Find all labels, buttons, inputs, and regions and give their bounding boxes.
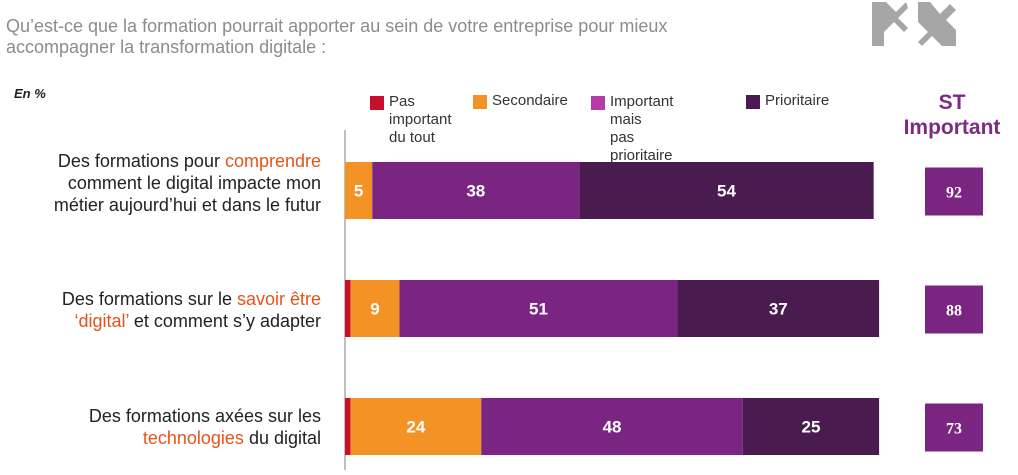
bar-secondaire-row-1 bbox=[345, 162, 373, 219]
st-important-value-row-3: 73 bbox=[946, 421, 962, 438]
data-label-prioritaire-row-1: 54 bbox=[717, 182, 736, 201]
data-label-important-row-1: 38 bbox=[466, 182, 485, 201]
category-label-line: Des formations pour comprendre bbox=[54, 150, 321, 172]
label-text: du digital bbox=[243, 428, 321, 448]
st-important-header: ST Important bbox=[880, 90, 1018, 140]
category-label-line: ‘digital’ et comment s’y adapter bbox=[62, 310, 321, 332]
label-text: et comment s’y adapter bbox=[128, 311, 321, 331]
label-text: Des formations axées sur les bbox=[88, 406, 321, 426]
st-important-box-row-3 bbox=[925, 403, 983, 452]
bar-pas-important-row-3 bbox=[345, 398, 351, 455]
highlighted-keyword: comprendre bbox=[224, 151, 321, 171]
data-label-important-row-2: 51 bbox=[529, 300, 548, 319]
category-label-row-1: Des formations pour comprendre comment le… bbox=[54, 150, 321, 216]
label-text: métier aujourd’hui et dans le futur bbox=[53, 195, 321, 215]
bar-important-row-3 bbox=[481, 398, 743, 455]
category-label-line: Des formations axées sur les bbox=[89, 405, 321, 427]
bar-prioritaire-row-1 bbox=[579, 162, 874, 219]
unit-label: En % bbox=[14, 86, 46, 101]
st-important-box-row-2 bbox=[925, 285, 983, 334]
data-label-secondaire-row-1: 5 bbox=[354, 182, 363, 201]
arrows-logo-icon bbox=[872, 2, 956, 46]
question-line-1: Qu’est-ce que la formation pourrait appo… bbox=[6, 16, 668, 36]
highlighted-keyword: ‘digital’ bbox=[74, 311, 129, 331]
data-label-secondaire-row-2: 9 bbox=[370, 300, 379, 319]
st-important-value-row-2: 88 bbox=[946, 303, 962, 320]
legend-label: Pas important du tout bbox=[389, 93, 452, 146]
question-title: Qu’est-ce que la formation pourrait appo… bbox=[6, 16, 826, 58]
category-label-line: technologies du digital bbox=[89, 427, 321, 449]
legend-swatch bbox=[473, 95, 487, 109]
highlighted-keyword: savoir être bbox=[236, 289, 321, 309]
category-label-line: Des formations sur le savoir être bbox=[62, 288, 321, 310]
legend-label: Secondaire bbox=[492, 92, 568, 109]
data-label-prioritaire-row-2: 37 bbox=[769, 300, 788, 319]
label-text: Des formations pour bbox=[57, 151, 225, 171]
category-label-row-2: Des formations sur le savoir être ‘digita… bbox=[62, 288, 321, 332]
legend-label: Prioritaire bbox=[765, 92, 830, 109]
data-label-important-row-3: 48 bbox=[603, 418, 622, 437]
st-header-line-2: Important bbox=[903, 116, 1001, 139]
legend-swatch bbox=[370, 96, 384, 110]
category-label-line: comment le digital impacte mon bbox=[54, 172, 321, 194]
label-text: comment le digital impacte mon bbox=[67, 173, 321, 193]
legend-item-secondaire: Secondaire bbox=[473, 92, 568, 110]
category-label-row-3: Des formations axées sur les technologies… bbox=[89, 405, 321, 449]
bar-secondaire-row-3 bbox=[350, 398, 482, 455]
legend-item-important: Important mais pas prioritaire bbox=[591, 93, 673, 165]
bar-pas-important-row-2 bbox=[345, 280, 351, 337]
legend-swatch bbox=[746, 95, 760, 109]
legend-item-pas-important: Pas important du tout bbox=[370, 93, 452, 147]
legend-label: Important mais pas prioritaire bbox=[610, 93, 674, 164]
st-important-box-row-1 bbox=[925, 167, 983, 216]
highlighted-keyword: technologies bbox=[142, 428, 244, 448]
bar-prioritaire-row-3 bbox=[742, 398, 880, 455]
bar-important-row-1 bbox=[372, 162, 580, 219]
question-line-2: accompagner la transformation digitale : bbox=[6, 37, 327, 57]
data-label-secondaire-row-3: 24 bbox=[406, 418, 425, 437]
st-header-line-1: ST bbox=[938, 91, 966, 114]
st-important-value-row-1: 92 bbox=[946, 185, 962, 202]
bar-secondaire-row-2 bbox=[350, 280, 400, 337]
bar-prioritaire-row-2 bbox=[677, 280, 880, 337]
label-text: Des formations sur le bbox=[61, 289, 237, 309]
legend-item-prioritaire: Prioritaire bbox=[746, 92, 829, 110]
category-label-line: métier aujourd’hui et dans le futur bbox=[54, 194, 321, 216]
data-label-prioritaire-row-3: 25 bbox=[802, 418, 821, 437]
bar-important-row-2 bbox=[399, 280, 678, 337]
legend-swatch bbox=[591, 96, 605, 110]
